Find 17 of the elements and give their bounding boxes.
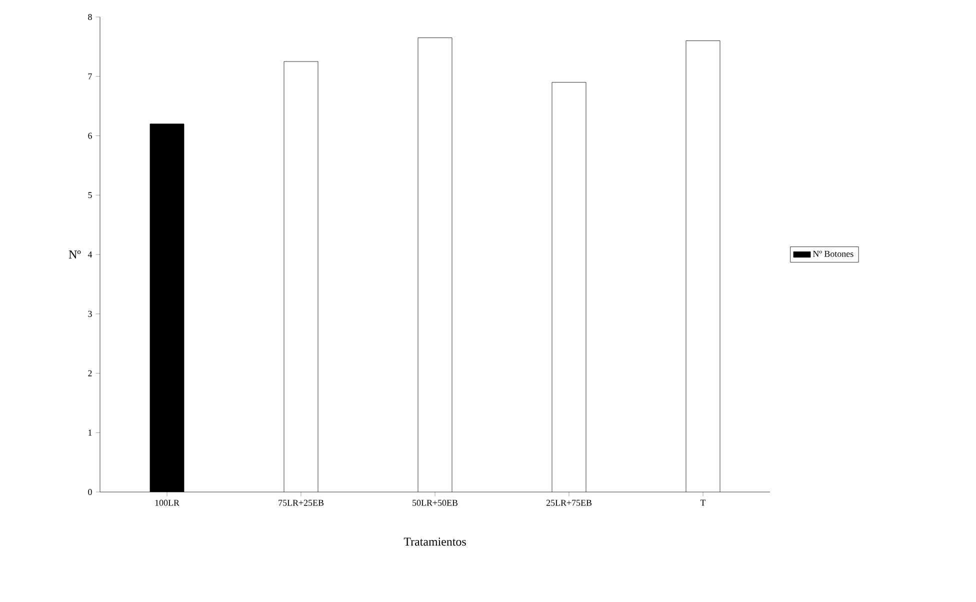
- y-tick-label: 3: [88, 310, 92, 317]
- y-tick-label: 1: [88, 430, 92, 436]
- legend-label: Nº Botones: [812, 250, 854, 257]
- y-axis-title: Nº: [68, 250, 81, 258]
- x-tick-label: 25LR+75EB: [546, 500, 592, 506]
- x-tick-label: T: [700, 500, 706, 506]
- y-tick-label: 5: [88, 192, 92, 198]
- y-tick-label: 0: [88, 488, 92, 496]
- y-tick-label: 4: [88, 252, 92, 258]
- x-tick-label: 100LR: [155, 500, 180, 506]
- x-tick-label: 75LR+25EB: [278, 500, 324, 506]
- y-tick-label: 8: [88, 14, 92, 20]
- x-tick-label: 50LR+50EB: [412, 500, 458, 506]
- y-tick-label: 7: [88, 73, 92, 80]
- x-axis-title: Tratamientos: [404, 538, 466, 546]
- y-tick-label: 6: [88, 132, 92, 139]
- y-tick-label: 2: [88, 370, 92, 376]
